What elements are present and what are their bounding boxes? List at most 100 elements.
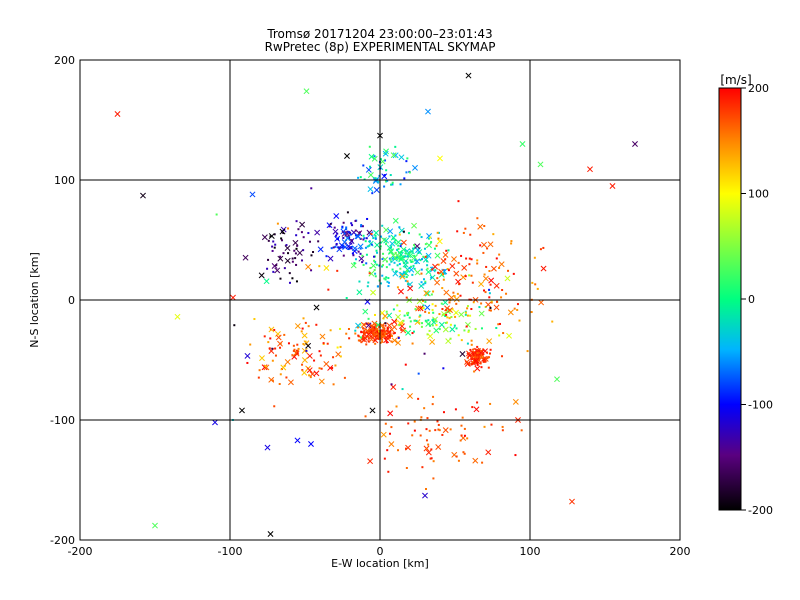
echo-point — [536, 287, 539, 290]
echo-point — [396, 264, 399, 267]
echo-point — [471, 406, 474, 409]
echo-point — [388, 257, 391, 260]
strong-echo-point — [284, 359, 291, 365]
echo-point — [296, 244, 299, 247]
echo-point — [526, 350, 529, 353]
echo-point — [412, 330, 415, 333]
echo-point — [279, 255, 282, 258]
echo-point — [374, 342, 377, 345]
y-tick-label: 200 — [54, 54, 75, 67]
echo-point — [374, 275, 377, 278]
echo-point — [463, 427, 466, 430]
echo-point — [347, 248, 350, 251]
echo-point — [332, 246, 335, 249]
echo-point — [285, 376, 288, 379]
strong-echo-point — [303, 340, 310, 347]
echo-point — [389, 174, 392, 177]
echo-point — [215, 213, 218, 216]
echo-point — [389, 258, 392, 261]
echo-point — [423, 278, 426, 281]
echo-point — [333, 226, 336, 229]
echo-point — [336, 346, 339, 349]
echo-point — [498, 334, 501, 337]
echo-point — [326, 342, 329, 345]
strong-echo-point — [414, 243, 421, 250]
colorbar-tick-label: -100 — [748, 399, 773, 412]
strong-echo-point — [341, 239, 348, 246]
echo-point — [405, 160, 408, 163]
echo-point — [431, 303, 434, 306]
echo-point — [374, 177, 377, 180]
strong-echo-point — [301, 332, 308, 339]
y-tick-label: 0 — [68, 294, 75, 307]
echo-point — [433, 247, 436, 250]
echo-point — [441, 433, 444, 436]
strong-echo-point — [398, 154, 405, 161]
echo-point — [363, 329, 366, 332]
echo-point — [348, 337, 351, 340]
echo-point — [479, 362, 482, 365]
strong-echo-point — [275, 334, 282, 341]
strong-echo-point — [482, 275, 489, 282]
echo-point — [400, 328, 403, 331]
echo-point — [342, 237, 345, 240]
echo-point — [381, 258, 384, 261]
echo-point — [466, 305, 469, 308]
strong-echo-point — [368, 336, 375, 343]
strong-echo-point — [464, 359, 470, 365]
echo-point — [300, 330, 303, 333]
echo-point — [421, 307, 424, 310]
echo-point — [294, 257, 297, 260]
echo-point — [385, 266, 388, 269]
echo-point — [282, 232, 285, 235]
echo-point — [373, 155, 376, 158]
strong-echo-point — [367, 186, 374, 193]
strong-echo-point — [506, 332, 513, 339]
echo-point — [463, 329, 466, 332]
echo-point — [424, 280, 427, 283]
strong-echo-point — [461, 264, 468, 271]
echo-point — [375, 335, 378, 338]
echo-point — [455, 455, 458, 458]
echo-point — [342, 244, 345, 247]
echo-point — [406, 314, 409, 317]
echo-point — [393, 261, 396, 264]
echo-point — [388, 235, 391, 238]
echo-point — [431, 403, 434, 406]
strong-echo-point — [327, 255, 334, 262]
echo-point — [507, 269, 510, 272]
x-tick-label: -200 — [68, 545, 93, 558]
echo-point — [368, 272, 371, 275]
echo-point — [376, 334, 379, 337]
strong-echo-point — [381, 237, 387, 243]
echo-point — [389, 333, 392, 336]
echo-point — [454, 408, 457, 411]
echo-point — [431, 308, 434, 311]
echo-point — [457, 261, 460, 264]
echo-point — [424, 282, 427, 285]
echo-point — [362, 333, 365, 336]
strong-echo-point — [423, 290, 430, 297]
echo-point — [466, 342, 469, 345]
echo-point — [405, 447, 408, 450]
strong-echo-point — [434, 252, 441, 259]
echo-point — [372, 332, 375, 335]
echo-point — [362, 327, 365, 330]
echo-point — [279, 373, 282, 376]
echo-point — [356, 326, 359, 329]
echo-point — [365, 253, 368, 256]
echo-point — [482, 251, 485, 254]
strong-echo-point — [323, 360, 330, 367]
strong-echo-point — [405, 252, 412, 258]
echo-point — [385, 310, 388, 313]
echo-point — [279, 346, 282, 349]
strong-echo-point — [395, 313, 402, 320]
strong-echo-point — [391, 337, 398, 344]
echo-point — [403, 177, 406, 180]
strong-echo-point — [394, 252, 401, 259]
echo-point — [411, 273, 414, 276]
echo-point — [394, 257, 397, 260]
strong-echo-point — [317, 246, 324, 253]
echo-point — [373, 255, 376, 258]
